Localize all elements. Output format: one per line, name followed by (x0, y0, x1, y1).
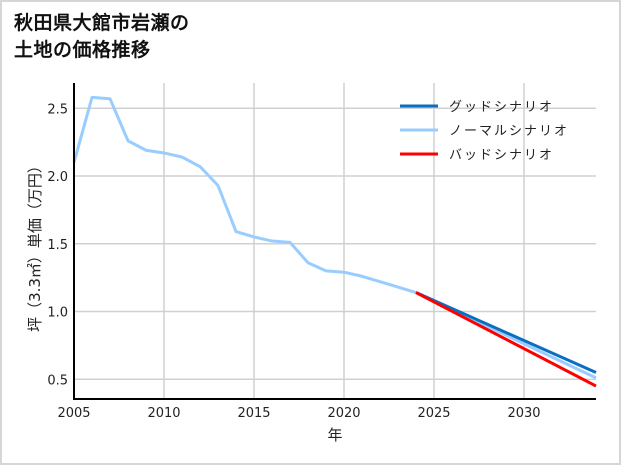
tick-labels: 2005 2010 2015 2020 2025 2030 0.5 1.0 1.5 2.0 2.5 (47, 102, 540, 421)
series-line (72, 95, 597, 380)
data-lines (72, 95, 597, 388)
x-tick-label: 2005 (57, 406, 90, 421)
title-line-2: 土地の価格推移 (14, 39, 151, 61)
x-tick-label: 2020 (327, 406, 360, 421)
title-line-1: 秋田県大館市岩瀬の (14, 12, 190, 34)
y-tick-label: 1.0 (47, 306, 68, 321)
x-tick-label: 2025 (417, 406, 450, 421)
x-axis-label: 年 (327, 426, 342, 444)
series-line (415, 291, 597, 374)
y-tick-label: 0.5 (47, 373, 68, 388)
axes (73, 83, 596, 400)
gridlines (73, 83, 596, 399)
x-tick-label: 2030 (507, 406, 540, 421)
y-axis-label: 坪（3.3㎡）単価（万円） (26, 158, 44, 332)
y-tick-label: 1.5 (47, 238, 68, 253)
legend-label: グッドシナリオ (449, 100, 554, 115)
chart-title: 秋田県大館市岩瀬の 土地の価格推移 (14, 10, 190, 64)
legend-label: ノーマルシナリオ (449, 124, 569, 139)
x-tick-label: 2010 (147, 406, 180, 421)
x-tick-label: 2015 (237, 406, 270, 421)
y-tick-label: 2.5 (47, 102, 68, 117)
series-line (415, 291, 597, 388)
legend-label: バッドシナリオ (449, 148, 554, 163)
y-tick-label: 2.0 (47, 170, 68, 185)
